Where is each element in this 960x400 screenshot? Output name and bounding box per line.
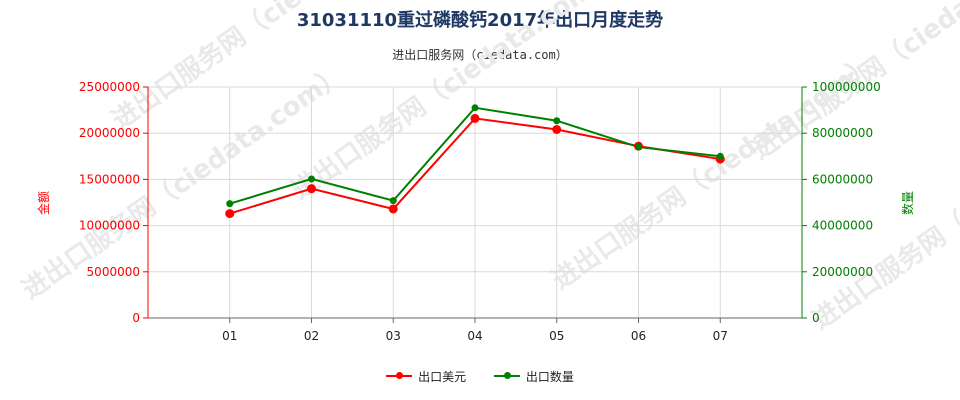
- legend-label-qty: 出口数量: [525, 369, 574, 384]
- watermark-layer: 进出口服务网（ciedata.com）进出口服务网（ciedata.com）进出…: [17, 0, 960, 336]
- x-tick-label: 04: [467, 329, 482, 343]
- data-point-qty[interactable]: [308, 175, 315, 183]
- x-tick-label: 02: [304, 329, 319, 343]
- left-tick-label: 20000000: [79, 126, 140, 140]
- x-tick-label: 01: [222, 329, 237, 343]
- x-tick-label: 07: [713, 329, 728, 343]
- right-tick-label: 40000000: [812, 219, 873, 233]
- watermark-text: 进出口服务网（ciedata.com）: [287, 0, 621, 206]
- left-tick-label: 25000000: [79, 80, 140, 94]
- x-tick-label: 05: [549, 329, 564, 343]
- left-tick-label: 5000000: [87, 265, 140, 279]
- data-point-qty[interactable]: [553, 117, 561, 125]
- legend-item-usd[interactable]: 出口美元: [386, 368, 466, 385]
- chart-title: 31031110重过磷酸钙2017年出口月度走势: [296, 10, 664, 31]
- legend-item-qty[interactable]: 出口数量: [493, 368, 574, 385]
- chart-subtitle: 进出口服务网（ciedata.com）: [392, 48, 568, 62]
- data-point-qty[interactable]: [716, 152, 724, 160]
- series-layer: [225, 104, 725, 219]
- data-point-usd[interactable]: [552, 125, 562, 135]
- axes: 0 5000000 10000000 15000000 20000000 25000000…: [36, 80, 915, 343]
- data-point-usd[interactable]: [307, 184, 316, 194]
- right-tick-label: 80000000: [812, 126, 873, 140]
- legend-label-usd: 出口美元: [418, 369, 467, 384]
- data-point-qty[interactable]: [389, 197, 397, 205]
- right-tick-label: 0: [812, 311, 820, 325]
- x-tick-label: 03: [386, 329, 401, 343]
- data-point-qty[interactable]: [226, 200, 234, 208]
- x-tick-label: 06: [631, 329, 646, 343]
- right-tick-label: 100000000: [812, 80, 881, 94]
- right-tick-label: 20000000: [812, 265, 873, 279]
- data-point-usd[interactable]: [470, 113, 480, 123]
- legend-line-icon: [386, 372, 413, 379]
- data-point-usd[interactable]: [225, 209, 235, 219]
- grid-lines: [148, 86, 802, 318]
- left-tick-label: 10000000: [79, 219, 140, 233]
- left-tick-label: 0: [132, 311, 140, 325]
- data-point-qty[interactable]: [471, 104, 479, 112]
- left-axis-title: 金额: [36, 191, 51, 215]
- legend-line-icon: [493, 372, 520, 379]
- data-point-qty[interactable]: [635, 143, 642, 151]
- legend: 出口美元 出口数量: [0, 366, 960, 385]
- right-tick-label: 60000000: [812, 172, 873, 186]
- left-tick-label: 15000000: [79, 172, 140, 186]
- right-axis-title: 数量: [900, 191, 915, 215]
- data-point-usd[interactable]: [388, 204, 398, 214]
